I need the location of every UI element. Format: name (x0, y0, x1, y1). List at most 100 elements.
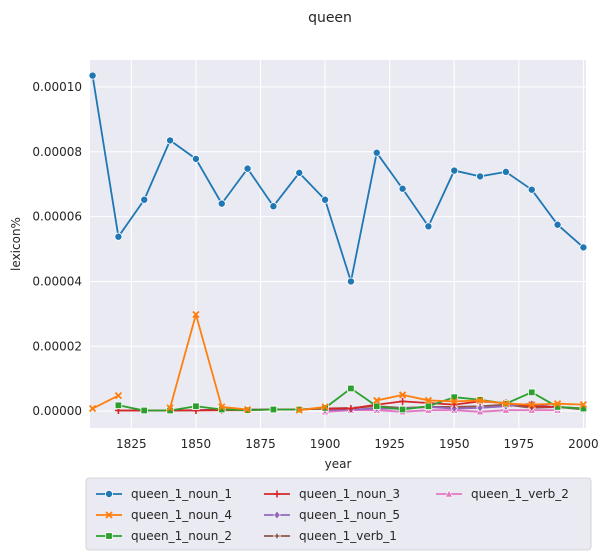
chart-title: queen (308, 10, 352, 26)
data-point (269, 202, 278, 211)
data-point (218, 403, 226, 411)
y-axis-ticks: 0.00000 0.00002 0.00004 0.00006 0.00008 0.000… (32, 80, 82, 418)
data-point (424, 396, 433, 405)
legend-item: queen_1_noun_4 (96, 508, 232, 522)
data-point (579, 243, 588, 252)
data-point (295, 406, 303, 414)
data-point (192, 310, 200, 319)
legend-label: queen_1_noun_2 (131, 529, 232, 543)
series-queen_1_noun_1 (88, 71, 588, 286)
x-axis-ticks: 1825 1850 1875 1900 1925 1950 1975 2000 (116, 437, 599, 451)
y-tick-label: 0.00008 (32, 145, 82, 159)
data-point (399, 397, 407, 405)
data-point (502, 400, 510, 408)
legend-marker (105, 511, 113, 519)
legend-label: queen_1_noun_1 (131, 487, 232, 501)
data-point (243, 164, 252, 173)
data-point (424, 222, 433, 231)
data-point (166, 404, 174, 412)
data-point (191, 154, 200, 163)
legend-label: queen_1_verb_2 (471, 487, 569, 501)
data-point (114, 232, 123, 241)
legend-marker (273, 510, 281, 520)
data-point (528, 401, 536, 409)
data-point (501, 167, 510, 176)
x-tick-label: 1850 (181, 437, 212, 451)
legend-label: queen_1_verb_1 (299, 529, 397, 543)
data-point (217, 199, 226, 208)
legend-marker (273, 490, 281, 498)
data-point (527, 185, 536, 194)
grid-lines (90, 60, 586, 428)
data-point (321, 195, 330, 204)
data-point (450, 166, 459, 175)
legend-marker (272, 531, 282, 541)
data-point (398, 405, 407, 414)
series-queen_1_noun_4 (88, 310, 588, 414)
data-point (476, 172, 485, 181)
legend: queen_1_noun_1 queen_1_noun_4 queen_1_noun… (85, 477, 592, 551)
data-point (553, 400, 562, 408)
data-point (140, 406, 148, 415)
data-point (373, 402, 381, 410)
data-point (398, 184, 407, 193)
legend-item: queen_1_noun_5 (264, 508, 400, 522)
data-point (114, 391, 123, 400)
series-layer (88, 71, 589, 416)
y-axis-label: lexicon% (9, 217, 23, 271)
data-point (166, 136, 175, 145)
plot-area (90, 60, 586, 428)
y-tick-label: 0.00002 (32, 339, 82, 353)
legend-marker (105, 532, 113, 540)
data-point (243, 405, 252, 414)
series-line (325, 409, 558, 413)
legend-item: queen_1_noun_3 (264, 487, 400, 501)
data-point (373, 396, 381, 405)
data-point (88, 71, 97, 80)
legend-label: queen_1_noun_5 (299, 508, 400, 522)
data-point (553, 220, 562, 229)
y-tick-label: 0.00010 (32, 80, 82, 94)
data-point (114, 401, 123, 410)
data-point (476, 403, 484, 413)
data-point (295, 168, 304, 177)
legend-item: queen_1_noun_1 (96, 487, 232, 501)
series-line (92, 313, 584, 412)
series-line (91, 75, 585, 283)
x-tick-label: 2000 (568, 437, 599, 451)
data-point (347, 405, 355, 413)
legend-box (85, 477, 592, 551)
legend-item: queen_1_verb_2 (436, 487, 569, 501)
legend-label: queen_1_noun_3 (299, 487, 400, 501)
x-tick-label: 1900 (310, 437, 341, 451)
x-tick-label: 1825 (116, 437, 147, 451)
legend-item: queen_1_noun_2 (96, 529, 232, 543)
x-tick-label: 1950 (439, 437, 470, 451)
data-point (346, 277, 355, 286)
legend-marker (444, 489, 454, 498)
legend-marker (105, 489, 114, 498)
data-point (450, 397, 458, 406)
data-point (372, 148, 381, 157)
y-tick-label: 0.00004 (32, 274, 82, 288)
data-point (424, 402, 433, 410)
data-point (269, 405, 278, 414)
legend-item: queen_1_verb_1 (264, 529, 397, 543)
data-point (579, 401, 588, 409)
data-point (476, 396, 484, 405)
y-tick-label: 0.00006 (32, 210, 82, 224)
x-tick-label: 1875 (245, 437, 276, 451)
data-point (192, 402, 200, 410)
x-tick-label: 1925 (374, 437, 405, 451)
x-tick-label: 1975 (504, 437, 535, 451)
legend-label: queen_1_noun_4 (131, 508, 232, 522)
data-point (528, 388, 536, 397)
x-axis-label: year (325, 457, 352, 471)
data-point (321, 403, 329, 411)
data-point (88, 404, 97, 413)
data-point (347, 384, 355, 393)
y-tick-label: 0.00000 (32, 404, 82, 418)
data-point (398, 391, 407, 399)
